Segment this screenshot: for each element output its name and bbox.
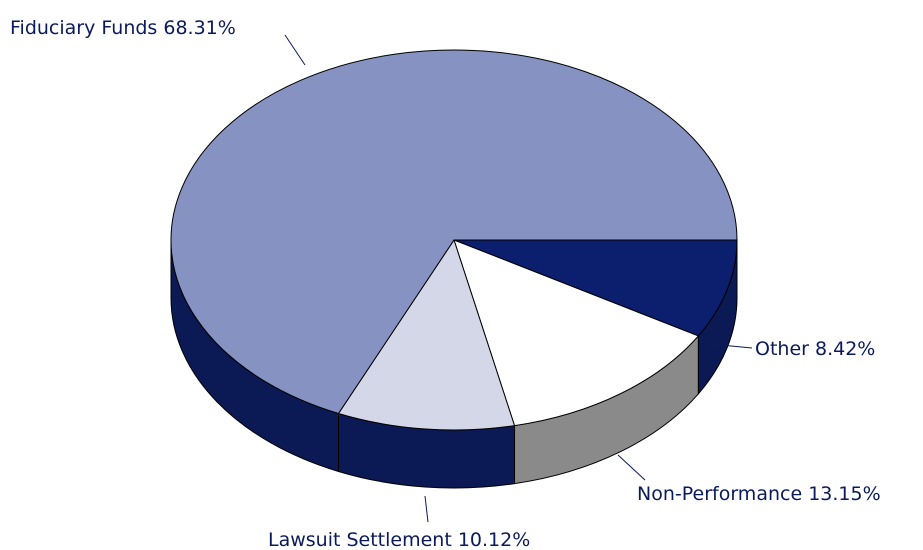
leader-line <box>284 34 306 66</box>
label-name: Other <box>755 338 809 360</box>
leader-line <box>699 342 753 349</box>
data-label: Fiduciary Funds 68.31% <box>10 17 236 39</box>
label-value: 68.31% <box>163 17 235 39</box>
leader-line <box>424 495 429 523</box>
slice <box>337 238 516 431</box>
slice <box>453 239 700 427</box>
data-label: Other 8.42% <box>755 338 875 360</box>
label-value: 8.42% <box>815 338 875 360</box>
leader-line <box>617 454 646 481</box>
label-name: Lawsuit Settlement <box>268 529 452 550</box>
label-value: 13.15% <box>808 483 880 505</box>
label-value: 10.12% <box>458 529 530 550</box>
data-label: Non-Performance 13.15% <box>637 483 881 505</box>
label-name: Fiduciary Funds <box>10 17 157 39</box>
data-label: Lawsuit Settlement 10.12% <box>268 529 530 550</box>
slice <box>170 49 738 415</box>
label-name: Non-Performance <box>637 483 802 505</box>
slice <box>453 239 738 337</box>
